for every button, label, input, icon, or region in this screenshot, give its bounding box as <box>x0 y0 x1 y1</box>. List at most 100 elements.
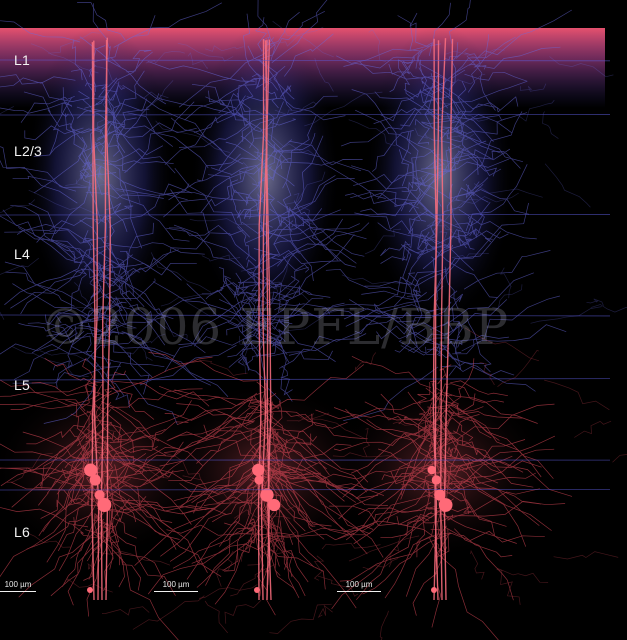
background-fiber <box>132 595 205 630</box>
dendrite-fiber <box>0 403 105 410</box>
layer-label-l5: L5 <box>14 377 30 393</box>
axon-fiber <box>70 315 166 346</box>
scale-bar-2: 100 µm <box>154 580 198 592</box>
axon-fiber <box>258 158 292 184</box>
axon-fiber <box>376 323 426 340</box>
dendrite-fiber <box>442 409 454 428</box>
axon-fiber <box>406 272 422 297</box>
dendrite-fiber <box>186 485 261 580</box>
dendrite-fiber <box>0 467 93 486</box>
axon-fiber <box>267 275 300 321</box>
axon-fiber <box>122 280 206 354</box>
background-fiber <box>296 414 367 440</box>
axon-fiber <box>466 55 501 110</box>
dendrite-fiber <box>40 437 99 519</box>
axon-fiber <box>448 146 497 177</box>
neuron-soma <box>97 498 112 512</box>
axon-fiber <box>113 2 222 48</box>
axon-fiber <box>105 70 145 137</box>
background-fiber <box>479 361 495 386</box>
axon-fiber <box>20 95 75 123</box>
dendrite-fiber <box>22 431 97 472</box>
dendrite-fiber <box>430 462 552 531</box>
axon-fiber <box>10 204 83 256</box>
axon-fiber <box>104 100 126 138</box>
dendrite-fiber <box>267 416 288 502</box>
dendrite-fiber <box>450 380 508 397</box>
dendrite-fiber <box>426 393 476 438</box>
axon-fiber <box>262 97 284 170</box>
axon-fiber <box>100 254 133 270</box>
axon-fiber <box>78 136 89 179</box>
axon-fiber <box>417 184 484 249</box>
dendrite-fiber <box>453 430 486 458</box>
background-fiber <box>247 531 296 566</box>
dendrite-fiber <box>255 533 276 616</box>
dendrite-fiber <box>219 476 269 547</box>
axon-fiber <box>462 96 519 113</box>
axon-fiber <box>105 202 134 213</box>
dendrite-fiber <box>159 418 271 467</box>
axon-fiber <box>240 300 286 343</box>
dendrite-fiber <box>333 407 433 424</box>
axon-fiber <box>343 48 423 69</box>
scale-bar-line <box>154 591 198 592</box>
dendrite-fiber <box>428 424 540 526</box>
background-fiber <box>348 535 420 562</box>
dendrite-fiber <box>99 522 109 535</box>
dendrite-fiber <box>257 470 358 491</box>
axon-fiber <box>72 117 137 134</box>
background-fiber <box>6 452 53 483</box>
axon-fiber <box>282 256 310 273</box>
dendrite-fiber <box>448 458 542 468</box>
axon-fiber <box>282 115 317 189</box>
dendrite-fiber <box>386 440 433 523</box>
background-fiber <box>230 563 277 597</box>
axon-fiber <box>78 301 127 327</box>
dendrite-fiber <box>245 395 259 426</box>
axon-fiber <box>158 98 248 120</box>
axon-fiber <box>70 69 114 108</box>
background-fiber <box>530 306 602 324</box>
dendrite-fiber <box>454 528 514 601</box>
axon-fiber <box>353 170 439 186</box>
axon-fiber <box>27 312 108 325</box>
dendrite-fiber <box>108 380 210 407</box>
background-fiber <box>155 120 230 153</box>
axon-fiber <box>246 281 260 297</box>
axon-fiber <box>87 322 153 379</box>
axon-fiber <box>20 248 107 315</box>
dendrite-fiber <box>100 401 204 467</box>
axon-fiber <box>280 85 292 98</box>
dendrite-fiber <box>446 488 540 521</box>
dendrite-fiber <box>261 463 277 486</box>
dendrite-fiber <box>261 497 357 609</box>
axon-fiber <box>152 281 260 328</box>
dendrite-fiber <box>256 381 291 459</box>
background-fiber <box>0 257 40 275</box>
axon-fiber <box>394 338 427 354</box>
dendrite-fiber <box>339 532 452 582</box>
dendrite-fiber <box>266 418 367 493</box>
dendrite-fiber <box>355 461 443 499</box>
axon-fiber <box>164 95 246 165</box>
axon-fiber <box>406 301 452 339</box>
dendrite-fiber <box>267 451 384 558</box>
dendrite-fiber <box>191 539 274 564</box>
dendrite-fiber <box>429 450 502 474</box>
background-fiber <box>224 600 262 624</box>
axon-fiber <box>380 244 451 264</box>
background-fiber <box>314 58 334 92</box>
axon-fiber <box>452 307 463 354</box>
background-fiber <box>139 91 169 102</box>
dendrite-fiber <box>114 464 137 523</box>
axon-fiber <box>397 59 415 100</box>
axon-fiber <box>421 233 498 298</box>
dendrite-fiber <box>94 429 164 478</box>
dendrite-fiber <box>279 472 314 528</box>
dendrite-fiber <box>329 505 437 539</box>
axon-fiber <box>91 357 178 425</box>
axon-fiber <box>421 148 511 171</box>
dendrite-fiber <box>268 531 309 583</box>
dendrite-fiber <box>148 352 259 382</box>
